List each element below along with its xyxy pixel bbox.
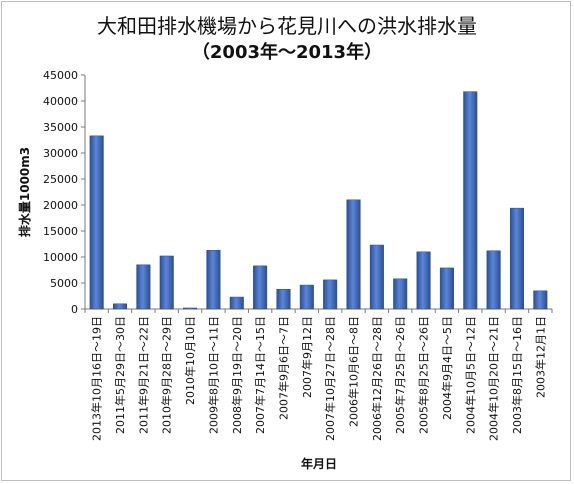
bar — [276, 288, 291, 310]
bar — [229, 296, 244, 310]
bar — [463, 91, 478, 310]
y-tick-label: 5000 — [50, 277, 78, 290]
x-tick-label: 2003年8月15日～16日 — [510, 316, 524, 434]
x-tick-label: 2006年12月26日～28日 — [370, 316, 384, 441]
x-tick-labels: 2013年10月16日～19日 2011年5月29日～30日 2011年9月21日～… — [90, 316, 548, 441]
bar — [486, 250, 501, 310]
x-tick-label: 2010年10月10日 — [183, 316, 197, 405]
y-axis-label: 排水量1000m3 — [17, 147, 32, 237]
y-tick-label: 20000 — [43, 199, 78, 212]
x-tick-label: 2011年5月29日～30日 — [113, 316, 127, 434]
bars — [89, 91, 548, 310]
bar — [439, 267, 454, 310]
x-axis-label: 年月日 — [301, 456, 337, 471]
bar — [159, 255, 174, 310]
y-tick-label: 15000 — [43, 225, 78, 238]
bar — [113, 303, 128, 310]
bar — [509, 207, 524, 310]
y-tick-labels: 0 5000 10000 15000 20000 25000 30000 35000 40000… — [43, 69, 78, 316]
x-tick-label: 2005年8月25日～26日 — [417, 316, 431, 434]
bar — [206, 249, 221, 310]
x-tick-label: 2007年10月27日～28日 — [323, 316, 337, 441]
y-tick-label: 10000 — [43, 251, 78, 264]
x-tick-label: 2004年10月5日～12日 — [463, 316, 477, 434]
x-tick-label: 2005年7月25日～26日 — [393, 316, 407, 434]
x-tick-label: 2006年10月6日～8日 — [347, 316, 361, 427]
y-tick-label: 30000 — [43, 147, 78, 160]
x-tick-label: 2004年9月4日～5日 — [440, 316, 454, 420]
y-tick-label: 0 — [71, 303, 78, 316]
x-tick-label: 2010年9月28日～29日 — [160, 316, 174, 434]
bar — [369, 244, 384, 310]
chart-title: 大和田排水機場から花見川への洪水排水量 — [97, 14, 477, 38]
y-tick-label: 40000 — [43, 95, 78, 108]
bar — [89, 135, 104, 310]
x-tick-label: 2008年9月19日～20日 — [230, 316, 244, 434]
y-tick-label: 45000 — [43, 69, 78, 82]
axes — [81, 74, 553, 313]
x-tick-label: 2003年12月1日 — [533, 316, 547, 398]
bar — [346, 199, 361, 310]
chart-subtitle: （2003年～2013年） — [191, 42, 383, 63]
x-tick-label: 2007年9月6日～7日 — [276, 316, 290, 420]
x-tick-label: 2007年7月14日～15日 — [253, 316, 267, 434]
y-axis-title: 排水量1000m3 — [17, 147, 32, 237]
bar — [323, 279, 338, 310]
bar — [416, 251, 431, 310]
bar — [253, 265, 268, 310]
bar — [533, 290, 548, 310]
x-tick-label: 2013年10月16日～19日 — [90, 316, 104, 441]
bar — [136, 264, 151, 310]
y-tick-label: 35000 — [43, 121, 78, 134]
x-tick-label: 2009年8月10日～11日 — [206, 316, 220, 434]
bar — [183, 307, 198, 310]
x-tick-label: 2007年9月12日 — [300, 316, 314, 398]
bar — [299, 284, 314, 310]
bar — [393, 278, 408, 310]
x-tick-label: 2004年10月20日～21日 — [487, 316, 501, 441]
x-tick-label: 2011年9月21日～22日 — [136, 316, 150, 434]
y-tick-label: 25000 — [43, 173, 78, 186]
